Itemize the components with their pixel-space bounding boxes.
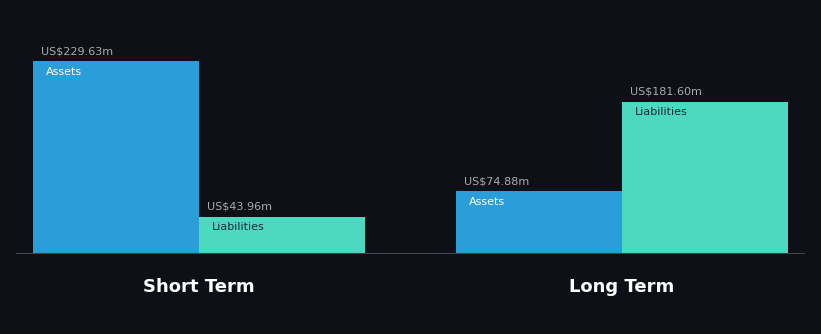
Bar (456, 191, 622, 254)
Text: US$43.96m: US$43.96m (207, 202, 273, 212)
Text: Assets: Assets (46, 67, 82, 77)
Text: Long Term: Long Term (570, 279, 675, 297)
Text: US$74.88m: US$74.88m (465, 176, 530, 186)
Text: US$229.63m: US$229.63m (41, 46, 113, 56)
Bar (199, 217, 365, 254)
Text: US$181.60m: US$181.60m (631, 87, 702, 97)
Bar (622, 102, 788, 254)
Text: Assets: Assets (470, 197, 506, 206)
Text: Liabilities: Liabilities (635, 107, 688, 117)
Text: Short Term: Short Term (143, 279, 255, 297)
Bar (33, 61, 199, 254)
Text: Liabilities: Liabilities (212, 222, 265, 232)
